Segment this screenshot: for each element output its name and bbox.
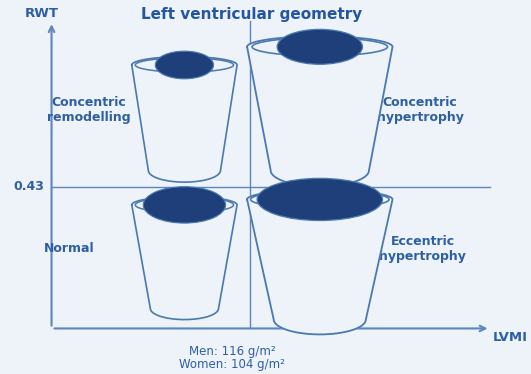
Ellipse shape (135, 58, 234, 72)
Ellipse shape (135, 197, 234, 213)
Polygon shape (132, 56, 237, 182)
Ellipse shape (251, 190, 389, 208)
Text: LVMI: LVMI (493, 331, 528, 344)
Text: Eccentric
hypertrophy: Eccentric hypertrophy (379, 234, 466, 263)
Text: Concentric
hypertrophy: Concentric hypertrophy (376, 96, 464, 125)
Ellipse shape (143, 187, 226, 223)
Text: Concentric
remodelling: Concentric remodelling (47, 96, 131, 125)
Polygon shape (247, 190, 392, 334)
Text: 0.43: 0.43 (13, 180, 44, 193)
Text: Women: 104 g/m²: Women: 104 g/m² (179, 358, 285, 371)
Ellipse shape (257, 178, 382, 221)
Text: Normal: Normal (44, 242, 95, 255)
Ellipse shape (277, 30, 363, 64)
Ellipse shape (252, 38, 388, 56)
Text: Men: 116 g/m²: Men: 116 g/m² (189, 345, 276, 358)
Ellipse shape (156, 51, 213, 79)
Polygon shape (247, 36, 392, 186)
Polygon shape (132, 196, 237, 320)
Text: RWT: RWT (24, 7, 58, 19)
Text: Left ventricular geometry: Left ventricular geometry (141, 7, 363, 22)
